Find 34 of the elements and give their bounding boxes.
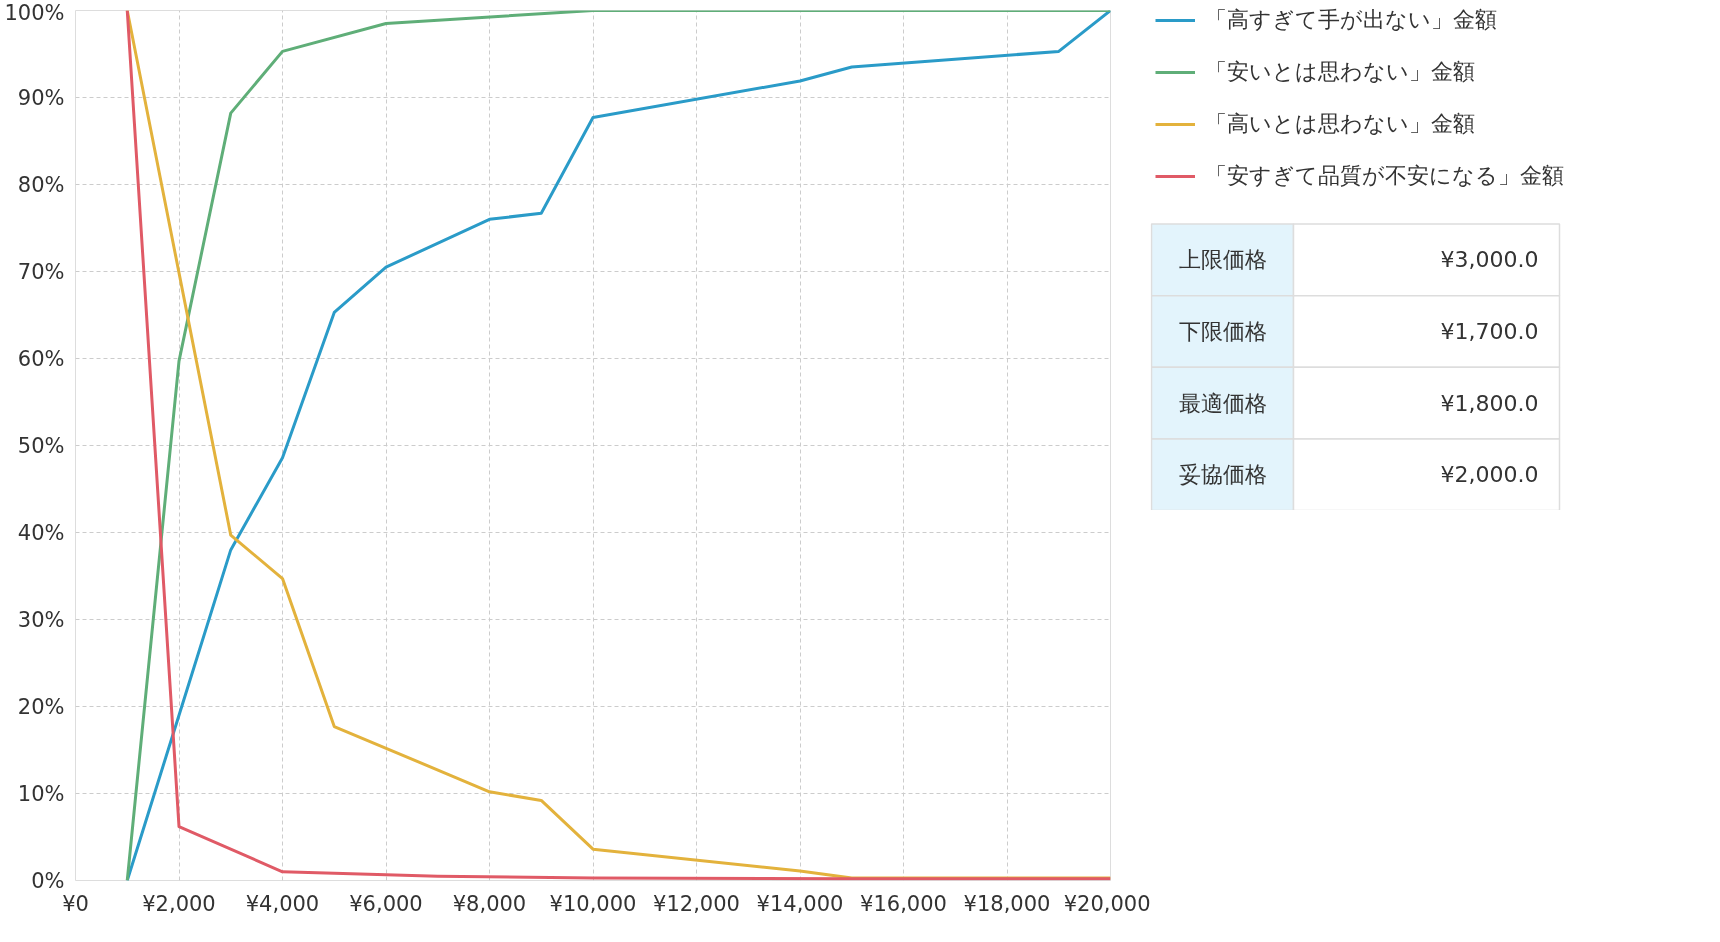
category-label: 妥協価格 <box>1178 462 1267 488</box>
legend-label: 「高すぎて手が出ない」金額 <box>1205 6 1497 34</box>
x-tick-label: ¥8,000 <box>452 891 527 916</box>
text: ¥1,800.0 <box>1440 390 1539 416</box>
y-tick-label: 90% <box>17 85 65 110</box>
y-tick-label: 60% <box>17 346 65 371</box>
category-label: 上限価格 <box>1178 247 1267 273</box>
x-tick-label: ¥10,000 <box>549 891 637 916</box>
legend-label: 「安いとは思わない」金額 <box>1205 58 1475 86</box>
x-tick-label: ¥20,000 <box>1063 891 1151 916</box>
x-tick-label: ¥6,000 <box>349 891 423 916</box>
text: ¥1,700.0 <box>1440 318 1539 344</box>
x-tick-label: ¥2,000 <box>142 891 216 916</box>
y-tick-label: 0% <box>31 868 65 893</box>
x-tick-label: ¥12,000 <box>653 891 740 916</box>
y-tick-label: 100% <box>4 0 65 25</box>
y-tick-label: 70% <box>17 259 65 284</box>
y-tick-label: 40% <box>17 520 65 545</box>
x-tick-label: ¥18,000 <box>963 891 1051 916</box>
text: ¥3,000.0 <box>1440 247 1539 273</box>
legend-label: 「安すぎて品質が不安になる」金額 <box>1205 162 1564 190</box>
y-tick-label: 50% <box>17 433 65 458</box>
y-tick-label: 80% <box>17 172 65 197</box>
x-tick-label: ¥4,000 <box>245 891 320 916</box>
category-label: 最適価格 <box>1178 390 1267 416</box>
y-tick-label: 10% <box>17 781 65 806</box>
y-tick-label: 30% <box>17 607 65 632</box>
x-tick-label: ¥0 <box>62 891 89 916</box>
y-tick-label: 20% <box>17 694 65 719</box>
legend-label: 「高いとは思わない」金額 <box>1205 110 1475 138</box>
category-label: 下限価格 <box>1178 318 1267 344</box>
x-tick-label: ¥16,000 <box>860 891 947 916</box>
x-tick-label: ¥14,000 <box>756 891 844 916</box>
text: ¥2,000.0 <box>1440 462 1539 488</box>
